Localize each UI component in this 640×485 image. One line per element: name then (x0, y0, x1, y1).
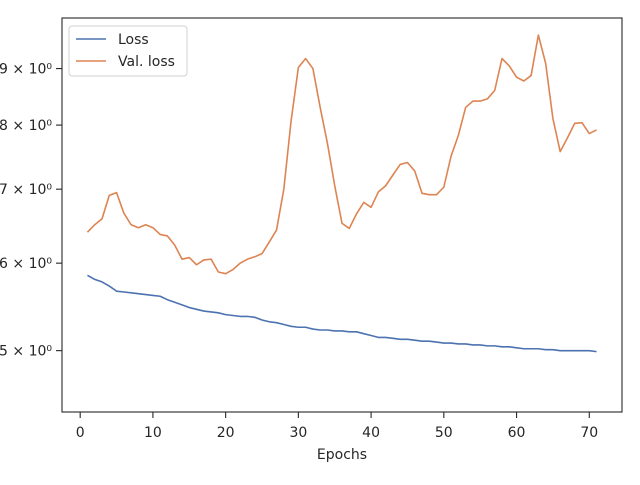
y-tick-label: 9 × 10⁰ (0, 62, 52, 78)
legend-label: Val. loss (118, 54, 175, 70)
y-axis-ticks: 5 × 10⁰ 6 × 10⁰ 7 × 10⁰ 8 × 10⁰ 9 × 10⁰ (0, 62, 62, 360)
y-tick-label: 8 × 10⁰ (0, 118, 52, 134)
plot-area (61, 17, 623, 413)
x-axis-label: Epochs (317, 447, 367, 463)
legend-label: Loss (118, 32, 149, 48)
x-tick-label: 40 (362, 425, 380, 441)
series-line-loss (87, 274, 597, 353)
x-tick-label: 10 (144, 425, 162, 441)
x-axis-ticks: 0 10 20 30 40 50 60 70 (76, 412, 598, 441)
x-tick-label: 70 (580, 425, 598, 441)
series-line-val-loss (86, 34, 597, 275)
x-tick-label: 20 (217, 425, 235, 441)
x-tick-label: 60 (508, 425, 526, 441)
x-tick-label: 30 (289, 425, 307, 441)
y-tick-label: 7 × 10⁰ (0, 182, 52, 198)
y-tick-label: 6 × 10⁰ (0, 256, 52, 272)
legend: Loss Val. loss (68, 25, 188, 77)
y-tick-label: 5 × 10⁰ (0, 344, 52, 360)
plot-frame (61, 17, 623, 413)
x-tick-label: 0 (76, 425, 85, 441)
x-tick-label: 50 (435, 425, 453, 441)
